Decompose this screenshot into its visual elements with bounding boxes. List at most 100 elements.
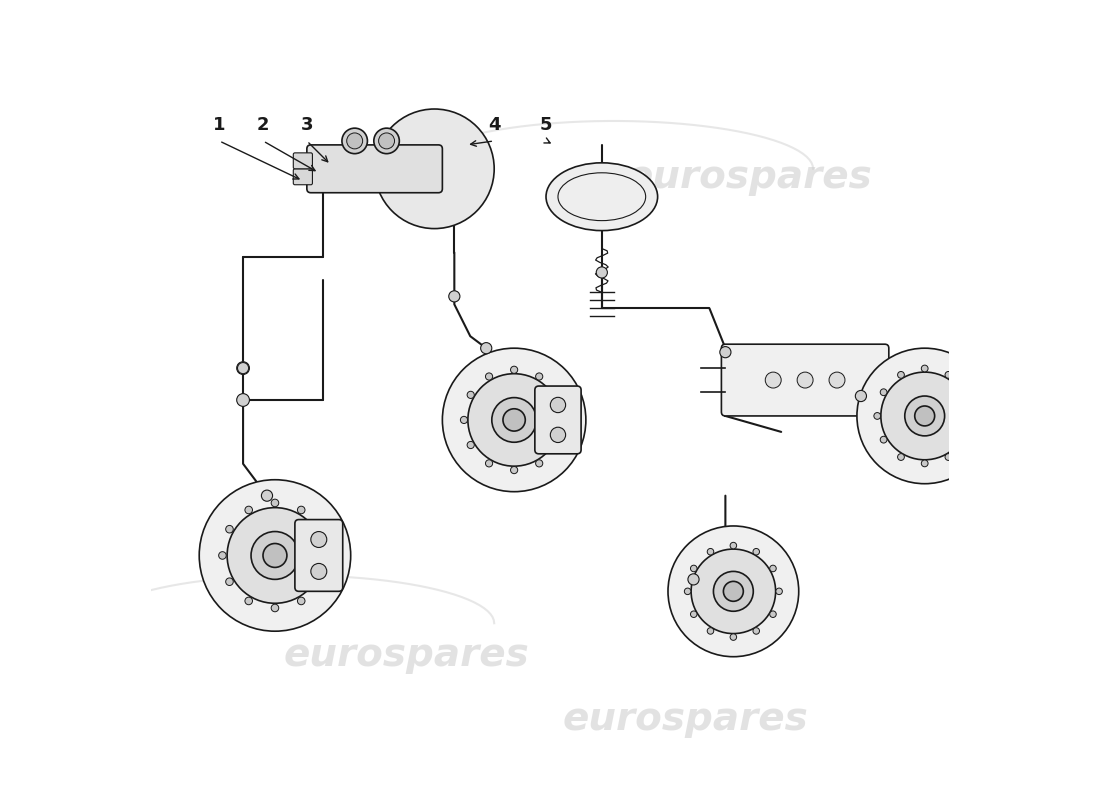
Text: 1: 1: [213, 116, 226, 134]
Text: eurospares: eurospares: [563, 700, 808, 738]
Circle shape: [272, 604, 278, 612]
Circle shape: [922, 460, 928, 466]
Circle shape: [596, 267, 607, 278]
Circle shape: [898, 371, 904, 378]
Circle shape: [776, 588, 782, 594]
Circle shape: [461, 416, 468, 423]
Text: eurospares: eurospares: [284, 636, 529, 674]
Circle shape: [481, 342, 492, 354]
Text: 3: 3: [300, 116, 313, 134]
Circle shape: [770, 611, 777, 618]
Circle shape: [969, 413, 976, 419]
Circle shape: [945, 371, 952, 378]
Circle shape: [317, 578, 324, 586]
Circle shape: [219, 552, 227, 559]
FancyBboxPatch shape: [294, 169, 312, 185]
Circle shape: [880, 436, 887, 443]
Circle shape: [554, 391, 561, 398]
Circle shape: [754, 628, 759, 634]
Circle shape: [684, 588, 691, 594]
FancyBboxPatch shape: [722, 344, 889, 416]
Circle shape: [881, 372, 968, 460]
Circle shape: [227, 508, 322, 603]
Circle shape: [199, 480, 351, 631]
Circle shape: [550, 398, 565, 413]
Circle shape: [724, 582, 744, 602]
Circle shape: [485, 460, 493, 467]
FancyBboxPatch shape: [307, 145, 442, 193]
Circle shape: [251, 531, 299, 579]
Circle shape: [550, 427, 565, 442]
Circle shape: [492, 398, 537, 442]
Circle shape: [442, 348, 586, 492]
Circle shape: [536, 460, 542, 467]
Circle shape: [668, 526, 799, 657]
FancyBboxPatch shape: [535, 386, 581, 454]
FancyBboxPatch shape: [294, 153, 312, 169]
Text: eurospares: eurospares: [626, 158, 872, 196]
Circle shape: [263, 543, 287, 567]
Circle shape: [857, 348, 992, 484]
Circle shape: [829, 372, 845, 388]
Circle shape: [468, 391, 474, 398]
Circle shape: [691, 565, 697, 572]
Circle shape: [449, 290, 460, 302]
Circle shape: [719, 346, 732, 358]
Circle shape: [714, 571, 754, 611]
Circle shape: [510, 466, 518, 474]
Circle shape: [375, 109, 494, 229]
Circle shape: [342, 128, 367, 154]
Circle shape: [730, 542, 737, 549]
Circle shape: [317, 526, 324, 533]
Circle shape: [236, 394, 250, 406]
Circle shape: [962, 436, 969, 443]
Circle shape: [485, 373, 493, 380]
Circle shape: [311, 563, 327, 579]
Circle shape: [798, 372, 813, 388]
Text: 4: 4: [488, 116, 501, 134]
Circle shape: [962, 389, 969, 396]
Circle shape: [378, 133, 395, 149]
Circle shape: [688, 574, 700, 585]
Circle shape: [730, 634, 737, 640]
Circle shape: [468, 374, 560, 466]
Circle shape: [323, 552, 331, 559]
Circle shape: [691, 611, 697, 618]
Circle shape: [554, 442, 561, 449]
Text: 5: 5: [540, 116, 552, 134]
Circle shape: [770, 565, 777, 572]
Circle shape: [297, 597, 305, 605]
Circle shape: [691, 549, 775, 634]
Circle shape: [297, 506, 305, 514]
Circle shape: [905, 396, 945, 436]
Circle shape: [880, 389, 887, 396]
Circle shape: [561, 416, 568, 423]
Circle shape: [236, 362, 250, 374]
Circle shape: [510, 366, 518, 374]
Circle shape: [707, 628, 714, 634]
Circle shape: [922, 365, 928, 372]
Circle shape: [245, 597, 253, 605]
Circle shape: [238, 362, 249, 374]
Circle shape: [856, 390, 867, 402]
Circle shape: [915, 406, 935, 426]
FancyBboxPatch shape: [295, 519, 343, 591]
Circle shape: [226, 578, 233, 586]
Circle shape: [262, 490, 273, 502]
Circle shape: [503, 409, 526, 431]
Circle shape: [754, 549, 759, 555]
Circle shape: [374, 128, 399, 154]
Circle shape: [707, 549, 714, 555]
Circle shape: [898, 454, 904, 461]
Circle shape: [245, 506, 253, 514]
Circle shape: [536, 373, 542, 380]
Circle shape: [873, 413, 881, 419]
Circle shape: [226, 526, 233, 533]
Ellipse shape: [546, 163, 658, 230]
Circle shape: [272, 499, 278, 506]
Circle shape: [468, 442, 474, 449]
Circle shape: [311, 531, 327, 547]
Circle shape: [346, 133, 363, 149]
Circle shape: [945, 454, 952, 461]
Text: 2: 2: [256, 116, 270, 134]
